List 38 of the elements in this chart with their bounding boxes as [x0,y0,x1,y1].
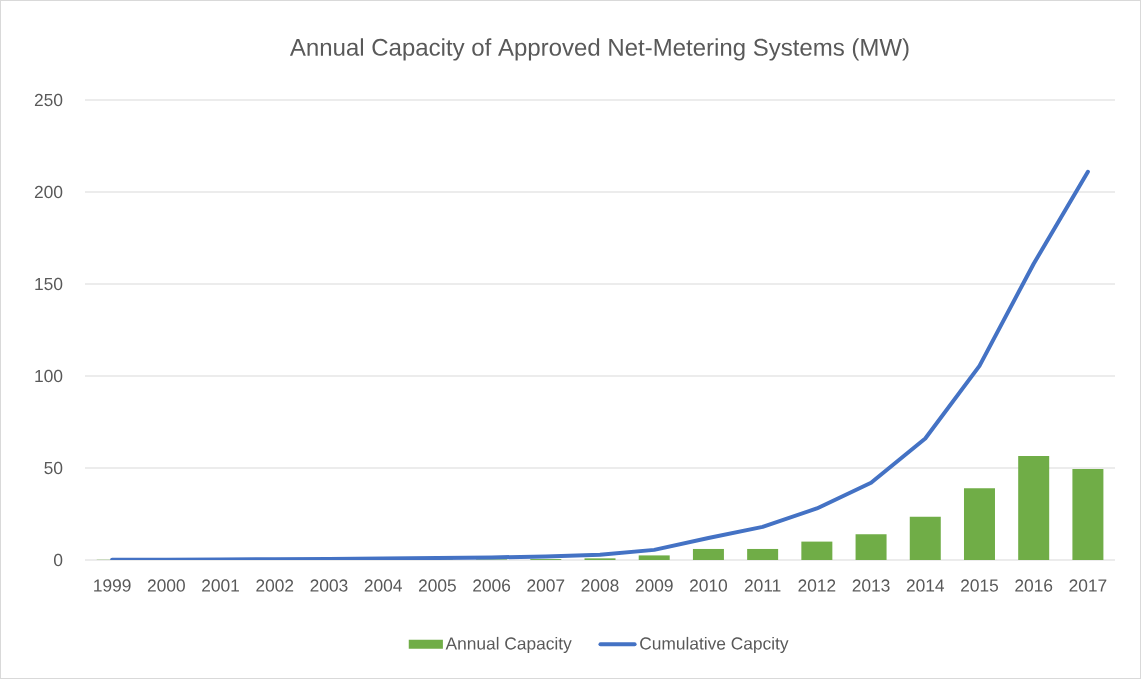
x-tick-label: 2003 [310,579,348,592]
x-tick-label: 2001 [202,579,239,592]
x-tick-label: 2012 [798,579,836,592]
x-tick-label: 2010 [690,579,728,592]
line-series [110,169,1090,560]
y-tick-label: 250 [34,93,63,107]
x-tick-label: 2017 [1069,579,1107,592]
x-tick-label: 2009 [635,579,673,592]
bar [638,555,670,560]
bar [1018,456,1050,560]
y-tick-label: 50 [44,461,63,475]
x-tick-label: 2002 [256,579,294,592]
x-tick-label: 2008 [581,579,619,592]
legend-label: Cumulative Capcity [640,636,789,654]
y-tick-label: 150 [35,277,63,291]
legend-label: Annual Capacity [445,636,572,654]
bar [909,516,941,560]
bar [855,534,887,560]
bar [692,548,724,560]
y-tick-label: 100 [35,369,63,383]
x-tick-label: 1999 [94,579,131,592]
x-tick-label: 2007 [527,579,565,592]
x-tick-label: 2016 [1015,579,1053,592]
x-tick-label: 2015 [961,579,999,592]
x-tick-label: 2005 [418,579,456,592]
y-tick-label: 0 [53,553,63,567]
x-tick-label: 2014 [906,579,945,592]
y-tick-label: 200 [34,185,63,199]
x-tick-label: 2011 [744,579,781,592]
chart-title: Annual Capacity of Approved Net-Metering Systems (MW) [289,38,909,61]
bar [747,548,779,560]
x-tick-label: 2006 [473,579,511,592]
bar [801,541,833,560]
x-tick-label: 2013 [852,579,890,592]
bar [963,488,995,560]
bar [1072,468,1104,560]
x-tick-label: 2004 [364,579,402,592]
x-tick-label: 2000 [147,579,185,592]
